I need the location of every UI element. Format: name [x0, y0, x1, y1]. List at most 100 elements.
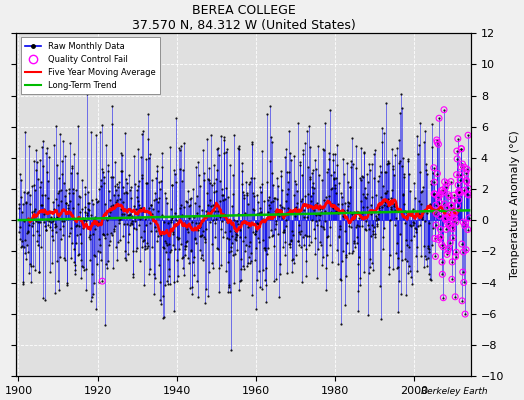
Point [453, 202, 462, 209]
Point [461, 311, 470, 317]
Point [449, 214, 457, 221]
Point [447, 276, 456, 282]
Point [441, 216, 450, 223]
Point [434, 141, 443, 148]
Point [458, 269, 467, 275]
Point [436, 226, 444, 232]
Point [452, 219, 460, 225]
Point [464, 226, 472, 233]
Point [457, 145, 465, 152]
Point [455, 188, 463, 195]
Point [450, 197, 458, 204]
Point [451, 294, 460, 300]
Point [464, 192, 473, 198]
Point [440, 189, 448, 195]
Point [445, 214, 453, 220]
Point [453, 148, 461, 154]
Point [445, 193, 454, 200]
Title: BEREA COLLEGE
37.570 N, 84.312 W (United States): BEREA COLLEGE 37.570 N, 84.312 W (United… [132, 4, 356, 32]
Point [448, 259, 456, 265]
Point [462, 246, 470, 253]
Point [459, 219, 467, 225]
Point [456, 164, 465, 170]
Point [433, 236, 442, 242]
Point [464, 185, 473, 192]
Point [458, 161, 467, 167]
Point [432, 211, 441, 217]
Point [433, 170, 442, 177]
Point [442, 204, 451, 210]
Point [461, 220, 470, 226]
Point [446, 211, 454, 217]
Point [432, 222, 440, 228]
Point [442, 214, 451, 221]
Point [446, 240, 454, 246]
Point [438, 242, 446, 248]
Point [456, 172, 464, 178]
Point [464, 132, 472, 138]
Point [440, 201, 449, 207]
Point [445, 222, 453, 229]
Point [437, 191, 445, 198]
Point [458, 298, 466, 304]
Point [444, 245, 453, 252]
Point [442, 226, 450, 232]
Point [463, 191, 472, 198]
Point [434, 193, 443, 199]
Point [451, 215, 459, 221]
Point [450, 192, 458, 198]
Point [441, 179, 449, 185]
Point [439, 187, 447, 193]
Legend: Raw Monthly Data, Quality Control Fail, Five Year Moving Average, Long-Term Tren: Raw Monthly Data, Quality Control Fail, … [20, 38, 160, 94]
Point [457, 241, 466, 247]
Point [432, 137, 441, 143]
Point [449, 235, 457, 241]
Point [463, 166, 471, 172]
Point [446, 202, 455, 208]
Point [434, 194, 442, 201]
Point [440, 106, 448, 113]
Point [430, 190, 438, 197]
Point [460, 187, 468, 194]
Point [461, 222, 469, 229]
Point [431, 253, 440, 260]
Point [447, 202, 455, 209]
Point [449, 226, 457, 232]
Point [463, 178, 471, 185]
Point [98, 278, 106, 284]
Point [453, 156, 461, 162]
Point [454, 189, 463, 195]
Point [447, 178, 455, 185]
Text: Berkeley Earth: Berkeley Earth [421, 387, 487, 396]
Point [443, 180, 452, 186]
Point [455, 197, 463, 203]
Point [455, 189, 464, 195]
Point [438, 259, 446, 265]
Point [431, 235, 439, 242]
Point [462, 170, 470, 176]
Point [443, 220, 452, 226]
Point [439, 244, 447, 250]
Point [460, 164, 468, 170]
Point [432, 202, 440, 208]
Point [465, 215, 473, 221]
Point [441, 184, 450, 190]
Point [459, 249, 467, 255]
Point [447, 224, 456, 230]
Point [431, 191, 439, 198]
Point [435, 213, 444, 219]
Point [452, 249, 461, 256]
Point [452, 172, 461, 178]
Point [456, 190, 465, 196]
Point [462, 177, 471, 184]
Y-axis label: Temperature Anomaly (°C): Temperature Anomaly (°C) [510, 130, 520, 279]
Point [436, 234, 444, 240]
Point [444, 248, 452, 254]
Point [441, 215, 449, 222]
Point [430, 164, 438, 171]
Point [443, 251, 451, 258]
Point [438, 271, 446, 278]
Point [454, 136, 462, 142]
Point [451, 254, 460, 260]
Point [435, 115, 443, 122]
